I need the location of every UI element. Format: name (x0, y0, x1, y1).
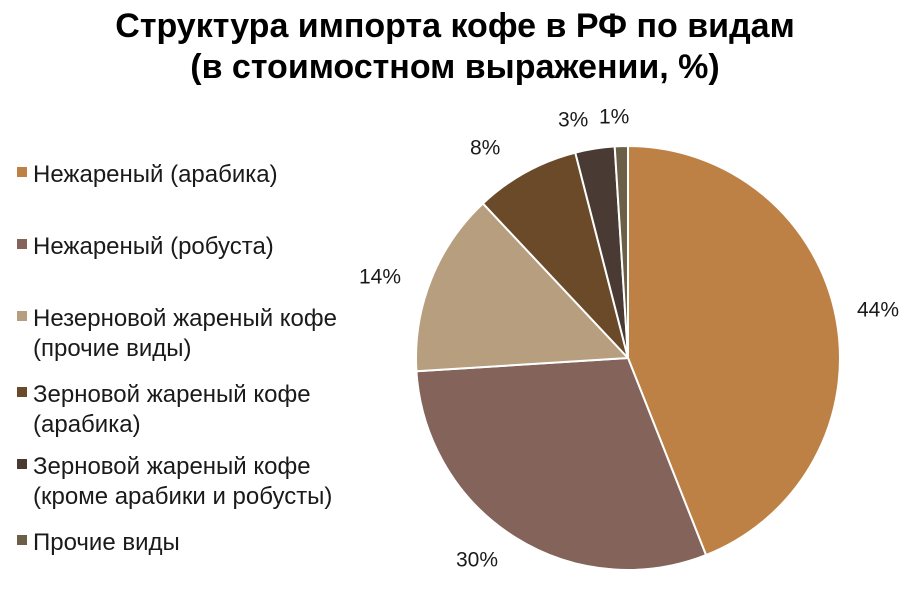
svg-text:1%: 1% (599, 105, 629, 128)
svg-text:44%: 44% (857, 298, 899, 321)
svg-text:3%: 3% (558, 108, 588, 131)
svg-text:8%: 8% (470, 136, 500, 159)
svg-text:30%: 30% (456, 548, 498, 571)
svg-text:14%: 14% (359, 265, 401, 288)
